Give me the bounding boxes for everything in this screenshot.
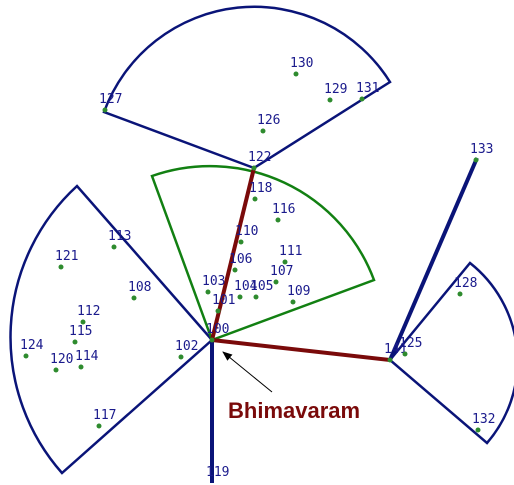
- sector: [102, 5, 392, 170]
- node-dot: [253, 294, 259, 300]
- node-label: 126: [257, 113, 280, 128]
- node-dot: [238, 239, 244, 245]
- node-label: 115: [69, 324, 92, 339]
- node-label: 120: [50, 352, 73, 367]
- node-label: 121: [55, 249, 78, 264]
- annotation: Bhimavaram: [228, 398, 360, 423]
- node-dot: [475, 427, 481, 433]
- node-label: 132: [472, 412, 495, 427]
- node-label: 113: [108, 229, 131, 244]
- node-label: 111: [279, 244, 302, 259]
- node-label: 105: [250, 279, 273, 294]
- node-dot: [387, 357, 393, 363]
- node-label: 109: [287, 284, 310, 299]
- node-dot: [58, 264, 64, 270]
- node-dot: [178, 354, 184, 360]
- node-label: 114: [75, 349, 99, 364]
- sector: [150, 164, 376, 342]
- node-dot: [205, 289, 211, 295]
- arrow: [222, 351, 273, 393]
- node-dot: [215, 308, 221, 314]
- node-label: 112: [77, 304, 100, 319]
- node-dot: [53, 367, 59, 373]
- node-dot: [290, 299, 296, 305]
- node-label: 128: [454, 276, 477, 291]
- node-label: 104: [234, 279, 258, 294]
- node-label: 124: [20, 338, 44, 353]
- node-dot: [293, 71, 299, 77]
- node-label: 110: [235, 224, 258, 239]
- link: [388, 157, 479, 361]
- node-dot: [237, 294, 243, 300]
- node-dot: [232, 267, 238, 273]
- node-dot: [275, 217, 281, 223]
- node-dot: [252, 196, 258, 202]
- node-dot: [78, 364, 84, 370]
- node-label: 130: [290, 56, 313, 71]
- node-label: 116: [272, 202, 295, 217]
- node-dot: [282, 259, 288, 265]
- node-label: 125: [399, 336, 422, 351]
- node-label: 119: [206, 465, 229, 480]
- node-label: 122: [248, 150, 271, 165]
- node-label: 141: [384, 342, 407, 357]
- node-dot: [473, 157, 479, 163]
- node-dot: [260, 128, 266, 134]
- node-label: 129: [324, 82, 347, 97]
- node-dot: [209, 337, 215, 343]
- node-dot: [72, 339, 78, 345]
- node-dot: [359, 96, 365, 102]
- node-label: 108: [128, 280, 151, 295]
- node-dot: [96, 423, 102, 429]
- node-label: 103: [202, 274, 225, 289]
- node-label: 118: [249, 181, 272, 196]
- node-dot: [327, 97, 333, 103]
- node-dot: [102, 107, 108, 113]
- node-dot: [273, 279, 279, 285]
- sector: [9, 184, 214, 475]
- node-dot: [23, 353, 29, 359]
- node-dot: [80, 319, 86, 325]
- node-label: 133: [470, 142, 493, 157]
- node-label: 101: [212, 293, 235, 308]
- node-dot: [131, 295, 137, 301]
- node-dot: [111, 244, 117, 250]
- node-dot: [457, 291, 463, 297]
- node-dot: [251, 165, 257, 171]
- node-label: 127: [99, 92, 122, 107]
- node-label: 107: [270, 264, 293, 279]
- node-dot: [402, 351, 408, 357]
- node-label: 117: [93, 408, 116, 423]
- node-label: 100: [206, 322, 229, 337]
- node-label: 102: [175, 339, 198, 354]
- node-label: 106: [229, 252, 252, 267]
- link: [211, 338, 391, 362]
- sector: [388, 261, 514, 445]
- node-label: 131: [356, 81, 379, 96]
